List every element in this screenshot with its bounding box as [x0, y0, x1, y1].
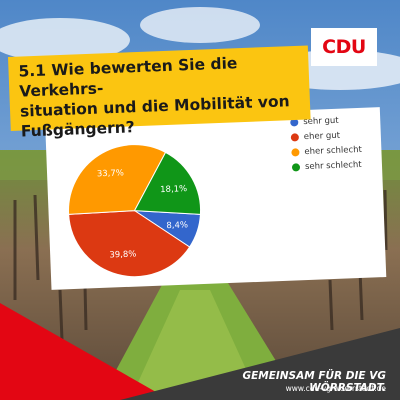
- footer-slogan: GEMEINSAM FÜR DIE VG WÖRRSTADT.: [242, 370, 386, 394]
- pie-chart: 8,4% 39,8% 33,7% 18,1%: [68, 144, 201, 278]
- chart-card: 8,4% 39,8% 33,7% 18,1% sehr gut eher gut eher…: [45, 107, 387, 290]
- slice-sehr-schlecht: [133, 151, 201, 215]
- label-eher-schlecht: 33,7%: [97, 168, 124, 179]
- logo-text: CDU: [322, 36, 366, 58]
- label-sehr-gut: 8,4%: [166, 220, 188, 231]
- label-eher-gut: 39,8%: [109, 249, 136, 260]
- label-sehr-schlecht: 18,1%: [160, 184, 187, 195]
- footer-url: www.cdu-vg-woerrstadt.de: [285, 384, 386, 393]
- cdu-logo: CDU: [311, 28, 377, 66]
- slice-eher-gut: [68, 210, 191, 278]
